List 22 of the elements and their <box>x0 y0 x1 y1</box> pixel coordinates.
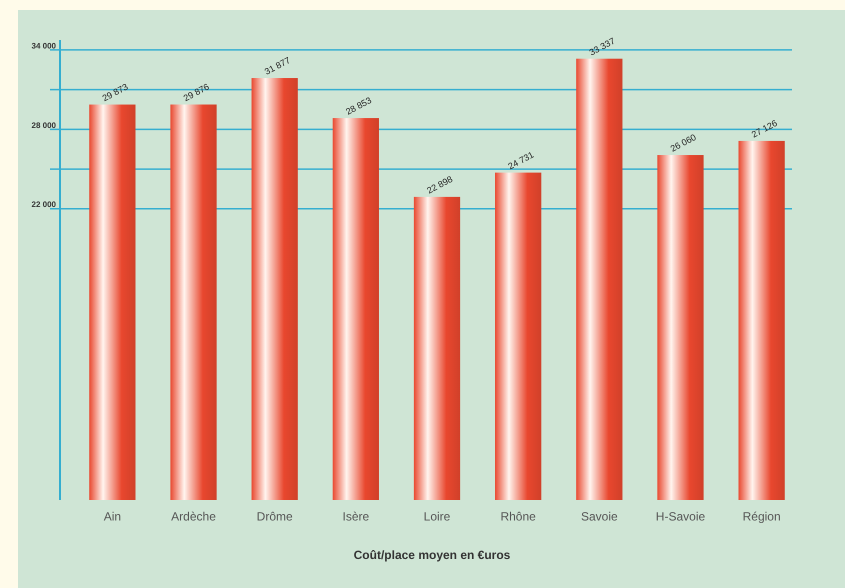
x-tick-label: H-Savoie <box>656 510 706 524</box>
x-tick-label: Savoie <box>580 510 618 524</box>
data-label: 31 877 <box>262 55 292 77</box>
x-tick-label: Ain <box>104 510 122 524</box>
data-label: 29 876 <box>182 82 211 104</box>
y-tick-label: 28 000 <box>32 120 57 130</box>
y-tick-label: 34 000 <box>32 41 57 50</box>
data-label: 28 853 <box>344 95 374 117</box>
data-label: 24 731 <box>506 150 536 172</box>
data-label: 22 898 <box>425 174 454 196</box>
data-label: 27 126 <box>750 118 779 140</box>
y-tick-label: 22 000 <box>32 200 57 210</box>
x-tick-label: Région <box>742 510 781 524</box>
x-tick-label: Rhône <box>500 510 536 524</box>
data-label: 33 337 <box>588 36 617 58</box>
x-tick-label: Isère <box>342 510 370 524</box>
x-axis-title: Coût/place moyen en €uros <box>354 548 511 562</box>
data-label: 26 060 <box>668 132 698 154</box>
x-tick-label: Loire <box>424 510 451 524</box>
x-tick-label: Drôme <box>256 510 294 524</box>
x-tick-label: Ardèche <box>171 510 216 524</box>
data-label: 29 873 <box>100 82 130 104</box>
